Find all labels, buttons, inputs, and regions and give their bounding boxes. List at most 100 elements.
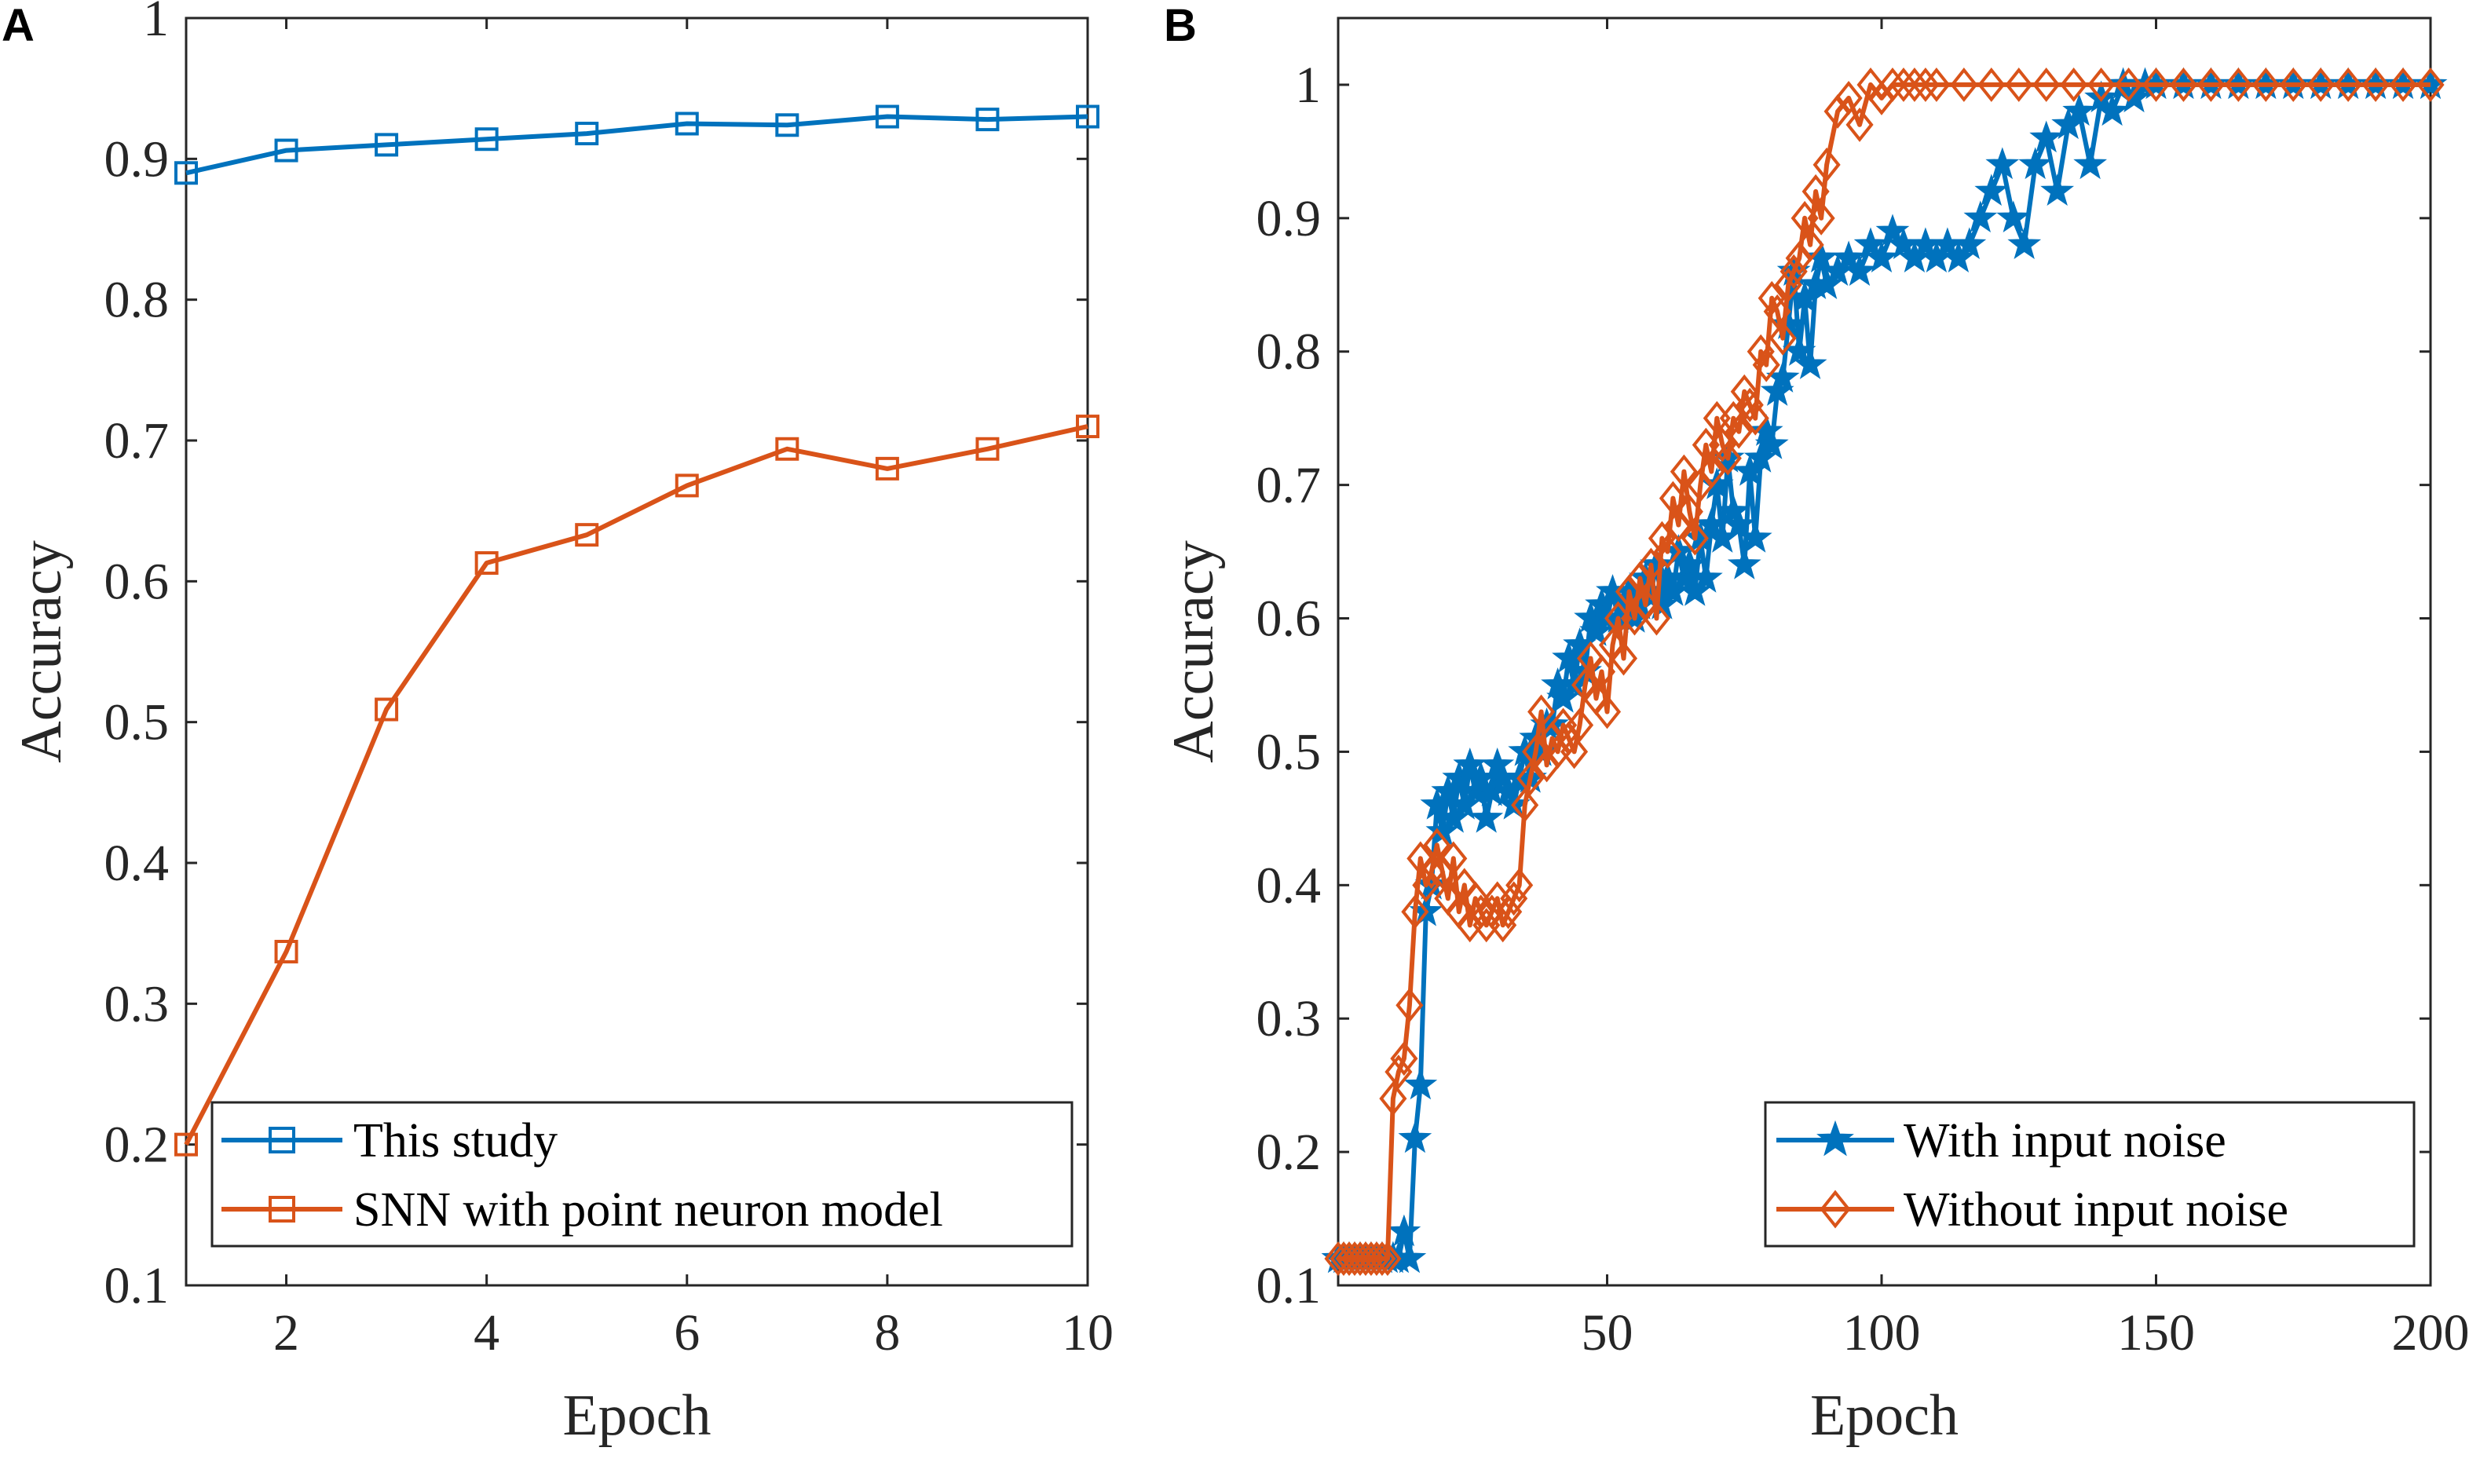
panel-b-data-point <box>2005 67 2033 102</box>
panel-b-data-point <box>2018 147 2053 180</box>
panel-b-data-point <box>1727 547 1761 579</box>
panel-b-data-point <box>1952 227 1987 260</box>
panel-b-data-point <box>1439 841 1468 876</box>
panel-b-data-point <box>2224 67 2252 102</box>
panel-b-data-point <box>1565 707 1594 743</box>
panel-b-data-point <box>1721 507 1756 539</box>
panel-b-data-point <box>1963 200 1998 233</box>
panel-b-data-point <box>1384 1055 1413 1090</box>
panel-b-data-point <box>1672 547 1706 579</box>
panel-b-data-point <box>2040 174 2075 207</box>
panel-b-data-point <box>1401 894 1429 930</box>
panel-b-data-point <box>1412 868 1440 903</box>
panel-b-data-point <box>1637 547 1665 583</box>
panel-b-ytick-label: 0.5 <box>1256 723 1322 780</box>
panel-b-ytick-label: 0.9 <box>1256 190 1322 247</box>
panel-b-data-point <box>1719 400 1747 436</box>
panel-b-data-point <box>2114 67 2143 102</box>
panel-b-data-point <box>1659 481 1687 516</box>
panel-b-data-point <box>2169 67 2198 102</box>
panel-a-series-line <box>184 424 1088 1146</box>
panel-b-data-point <box>2197 67 2225 102</box>
panel-b-data-point <box>1688 561 1723 593</box>
panel-a-data-point <box>875 456 899 481</box>
panel-b-data-point <box>1505 868 1534 903</box>
panel-b-data-point <box>2032 67 2061 102</box>
panel-b-data-point <box>2029 120 2064 153</box>
panel-b-data-point <box>1747 334 1775 369</box>
panel-a-ytick-label: 0.5 <box>104 694 170 751</box>
panel-a-legend-marker <box>269 1127 295 1153</box>
panel-b-legend-box <box>1764 1101 2416 1248</box>
panel-b-data-point <box>1552 640 1586 673</box>
panel-b-data-point <box>1642 601 1670 636</box>
panel-a-data-point <box>174 161 198 185</box>
panel-b-data-point <box>1374 1241 1402 1276</box>
panel-b-legend: With input noise Without input noise <box>1764 1101 2416 1248</box>
panel-b-data-point <box>1950 67 1978 102</box>
panel-b-data-point <box>1801 174 1830 209</box>
panel-b-data-point <box>2389 67 2417 102</box>
panel-b-data-point <box>1670 454 1698 489</box>
panel-b-data-point <box>1469 800 1504 833</box>
panel-a-ytick-label: 0.7 <box>104 412 170 470</box>
panel-b-data-point <box>1714 440 1742 476</box>
panel-b-data-point <box>2306 67 2335 102</box>
panel-b-data-point <box>1390 1041 1418 1076</box>
panel-a-series-2 <box>174 415 1099 1157</box>
panel-b-data-point <box>1716 494 1750 526</box>
panel-b-data-point <box>1392 1241 1427 1274</box>
panel-a-legend-label: This study <box>353 1114 558 1168</box>
panel-a-data-point <box>1076 415 1099 439</box>
panel-b-data-point <box>1516 761 1545 796</box>
panel-b-data-point <box>2142 67 2171 102</box>
panel-b-data-point <box>1769 320 1797 356</box>
panel-b-data-point <box>1889 67 1918 102</box>
panel-b-letter: B <box>1164 0 1197 51</box>
panel-b-legend-label: Without input noise <box>1904 1183 2288 1237</box>
panel-b-data-point <box>1725 414 1753 449</box>
panel-a-data-point <box>174 1132 198 1157</box>
panel-b-data-point <box>1796 227 1824 262</box>
panel-a-data-point <box>775 113 799 137</box>
panel-b-data-point <box>1807 200 1835 236</box>
panel-b-ytick-label: 0.3 <box>1256 990 1322 1047</box>
panel-b-data-point <box>1911 67 1940 102</box>
panel-b-data-point <box>1845 107 1874 142</box>
panel-a-xtick-label: 6 <box>674 1304 700 1362</box>
panel-a-data-point <box>675 473 699 498</box>
panel-b-data-point <box>1648 521 1676 556</box>
panel-b-data-point <box>1853 227 1888 260</box>
panel-b-data-point <box>1758 280 1786 316</box>
panel-b-data-point <box>1941 240 1976 273</box>
panel-a-data-point <box>675 111 699 136</box>
panel-a-ytick-label: 0.9 <box>104 130 170 188</box>
panel-b-ytick-label: 0.7 <box>1256 457 1322 514</box>
panel-b-data-point <box>2095 93 2129 126</box>
panel-b-data-point <box>1546 680 1580 713</box>
panel-a-ytick-label: 0.1 <box>104 1257 170 1314</box>
panel-a-legend-box <box>210 1101 1074 1248</box>
panel-b-data-point <box>1653 534 1681 569</box>
panel-b-ytick-label: 0.8 <box>1256 323 1322 381</box>
panel-a-data-point <box>1076 104 1099 129</box>
panel-b-data-point <box>1587 654 1616 689</box>
panel-a-legend-marker <box>269 1196 295 1223</box>
panel-b-data-point <box>1461 881 1490 916</box>
panel-a-series-line <box>185 114 1088 176</box>
panel-a-data-point <box>375 697 399 722</box>
panel-b-data-point <box>1842 254 1877 287</box>
panel-b-data-point <box>1579 614 1613 646</box>
panel-b-data-point <box>1749 414 1783 446</box>
panel-a-ytick-label: 0.2 <box>104 1117 170 1174</box>
panel-b-data-point <box>1793 347 1827 379</box>
panel-b-data-point <box>2062 93 2097 126</box>
panel-b-data-point <box>1743 440 1778 473</box>
panel-b-data-point <box>2073 147 2108 180</box>
panel-b-data-point <box>2279 67 2307 102</box>
panel-b-data-point <box>1398 1120 1432 1153</box>
panel-a-chart: 0.1 0.2 0.3 0.4 0.5 0.6 0.7 0.8 0.9 1 2 4 6 8 10 Epoch A… <box>9 0 1114 1448</box>
panel-b-legend-label: With input noise <box>1904 1114 2226 1168</box>
